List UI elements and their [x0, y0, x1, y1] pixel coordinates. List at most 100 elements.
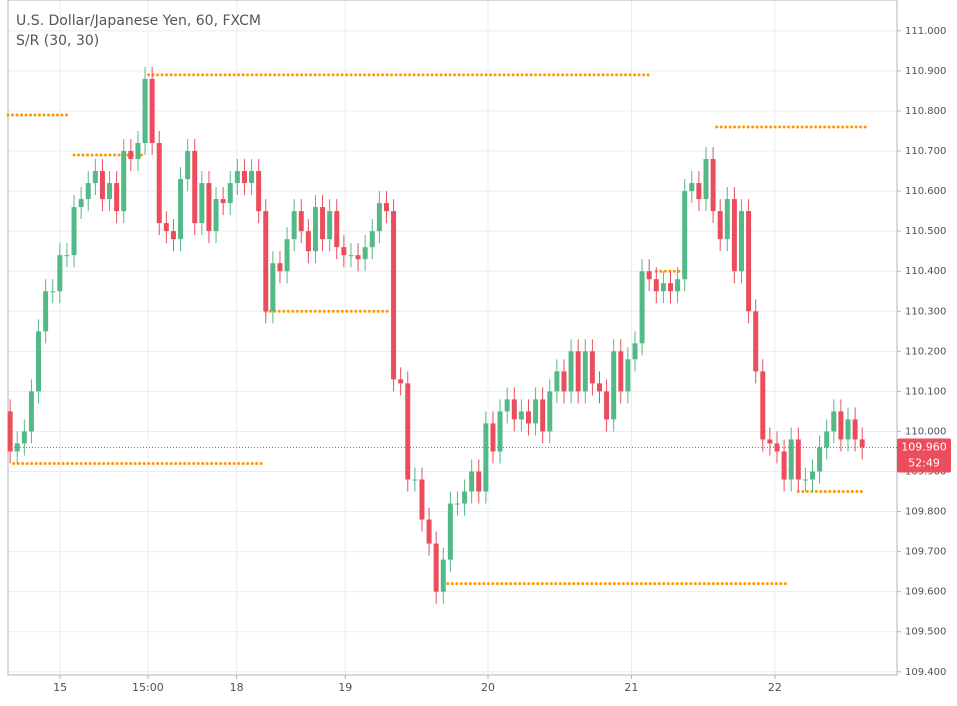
candle-body	[85, 183, 91, 200]
candle-body	[738, 211, 744, 272]
y-tick-label: 110.400	[905, 266, 946, 277]
candle-body	[845, 419, 851, 440]
candle-body	[249, 171, 255, 184]
candle-body	[625, 359, 631, 392]
candle-body	[405, 383, 411, 480]
candle-body	[50, 291, 56, 293]
candle-body	[575, 351, 581, 392]
chart-title: U.S. Dollar/Japanese Yen, 60, FXCM	[16, 13, 261, 29]
candle-body	[383, 203, 389, 212]
candle-body	[220, 199, 226, 204]
x-tick-label: 15:00	[132, 681, 164, 694]
candle-body	[696, 183, 702, 200]
candle-body	[178, 179, 184, 240]
candle-body	[135, 143, 141, 160]
candle-body	[376, 203, 382, 232]
x-tick-label: 18	[230, 681, 244, 694]
candle-body	[57, 255, 63, 292]
candle-body	[490, 423, 496, 452]
candle-body	[298, 211, 304, 232]
y-tick-label: 110.700	[905, 146, 946, 157]
candle-body	[412, 479, 418, 481]
candle-body	[795, 439, 801, 480]
countdown-label: 52:49	[908, 456, 940, 469]
candle-body	[639, 271, 645, 344]
candle-body	[497, 411, 503, 452]
candle-body	[121, 151, 127, 212]
candle-body	[348, 255, 354, 257]
y-tick-label: 109.500	[905, 627, 946, 638]
candle-body	[660, 283, 666, 292]
candle-body	[320, 207, 326, 240]
candle-body	[547, 391, 553, 432]
candle-body	[263, 211, 269, 312]
candle-body	[852, 419, 858, 440]
candle-body	[533, 399, 539, 424]
candle-body	[213, 199, 219, 232]
candle-body	[646, 271, 652, 280]
candle-body	[589, 351, 595, 384]
candle-body	[107, 183, 113, 200]
candle-body	[817, 447, 823, 472]
candle-body	[99, 171, 105, 200]
candle-body	[369, 231, 375, 248]
candle-body	[731, 199, 737, 272]
candle-body	[781, 451, 787, 480]
candle-body	[206, 183, 212, 232]
x-tick-label: 19	[338, 681, 352, 694]
y-tick-label: 110.300	[905, 306, 946, 317]
y-tick-label: 110.600	[905, 186, 946, 197]
x-tick-label: 21	[624, 681, 638, 694]
candle-body	[199, 183, 205, 224]
candle-body	[78, 199, 84, 208]
y-tick-label: 109.400	[905, 667, 946, 678]
candle-body	[469, 471, 475, 492]
candle-body	[518, 411, 524, 420]
y-tick-label: 110.200	[905, 346, 946, 357]
candle-body	[447, 503, 453, 560]
y-tick-label: 111.000	[905, 26, 946, 37]
candle-body	[476, 471, 482, 492]
candle-body	[682, 191, 688, 280]
candle-body	[163, 223, 169, 232]
candle-body	[554, 371, 560, 392]
candle-body	[185, 151, 191, 180]
candle-body	[767, 439, 773, 444]
candle-body	[802, 479, 808, 481]
candle-body	[92, 171, 98, 184]
candle-body	[710, 159, 716, 212]
candle-body	[362, 247, 368, 260]
candle-body	[824, 431, 830, 448]
candle-body	[128, 151, 134, 160]
candle-body	[724, 199, 730, 240]
candle-body	[149, 78, 155, 144]
candle-body	[43, 291, 49, 332]
candle-body	[675, 279, 681, 292]
candle-body	[256, 171, 262, 212]
candle-body	[419, 479, 425, 520]
candle-body	[170, 231, 176, 240]
candle-body	[717, 211, 723, 240]
y-tick-label: 109.600	[905, 587, 946, 598]
candle-body	[540, 399, 546, 432]
candle-body	[341, 247, 347, 256]
candle-body	[440, 559, 446, 592]
candle-body	[511, 399, 517, 420]
candle-body	[703, 159, 709, 200]
candle-body	[462, 491, 468, 504]
candle-body	[788, 439, 794, 480]
candle-body	[398, 379, 404, 384]
candle-body	[667, 283, 673, 292]
candle-body	[291, 211, 297, 240]
candle-body	[327, 211, 333, 240]
candle-body	[355, 255, 361, 260]
candle-body	[653, 279, 659, 292]
y-tick-label: 110.500	[905, 226, 946, 237]
y-tick-label: 109.800	[905, 507, 946, 518]
candle-body	[753, 311, 759, 372]
candle-body	[28, 391, 34, 432]
candle-body	[391, 211, 397, 380]
candle-body	[192, 151, 198, 224]
